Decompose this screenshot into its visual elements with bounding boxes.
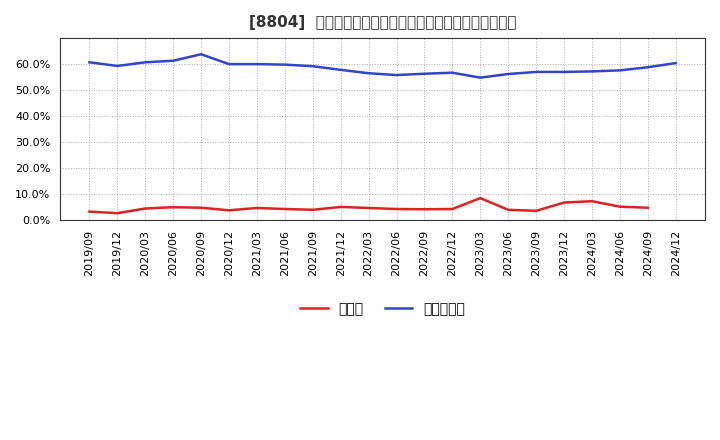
現預金	[420, 207, 428, 212]
有利子負債	[169, 58, 178, 63]
有利子負債	[336, 67, 345, 73]
現預金	[253, 205, 261, 211]
有利子負債	[281, 62, 289, 67]
現預金	[364, 205, 373, 211]
現預金	[616, 204, 624, 209]
有利子負債	[308, 63, 317, 69]
有利子負債	[113, 63, 122, 69]
有利子負債	[197, 51, 205, 57]
現預金	[197, 205, 205, 210]
現預金	[141, 206, 150, 211]
有利子負債	[253, 62, 261, 67]
現預金	[336, 204, 345, 209]
有利子負債	[85, 60, 94, 65]
Title: [8804]  現預金、有利子負債の総資産に対する比率の推移: [8804] 現預金、有利子負債の総資産に対する比率の推移	[249, 15, 516, 30]
現預金	[588, 198, 596, 204]
現預金	[308, 207, 317, 213]
有利子負債	[671, 60, 680, 66]
現預金	[476, 195, 485, 201]
現預金	[169, 205, 178, 210]
現預金	[85, 209, 94, 214]
現預金	[448, 206, 456, 212]
有利子負債	[364, 70, 373, 76]
現預金	[644, 205, 652, 210]
有利子負債	[392, 73, 401, 78]
Line: 有利子負債: 有利子負債	[89, 54, 675, 77]
有利子負債	[644, 65, 652, 70]
Line: 現預金: 現預金	[89, 198, 648, 213]
Legend: 現預金, 有利子負債: 現預金, 有利子負債	[294, 296, 471, 322]
現預金	[281, 206, 289, 212]
有利子負債	[588, 69, 596, 74]
有利子負債	[532, 69, 541, 74]
現預金	[532, 208, 541, 213]
有利子負債	[476, 75, 485, 80]
現預金	[559, 200, 568, 205]
有利子負債	[225, 62, 233, 67]
有利子負債	[616, 68, 624, 73]
有利子負債	[448, 70, 456, 75]
現預金	[113, 210, 122, 216]
現預金	[504, 207, 513, 213]
有利子負債	[559, 69, 568, 74]
有利子負債	[141, 60, 150, 65]
現預金	[392, 206, 401, 212]
有利子負債	[420, 71, 428, 77]
有利子負債	[504, 71, 513, 77]
現預金	[225, 208, 233, 213]
